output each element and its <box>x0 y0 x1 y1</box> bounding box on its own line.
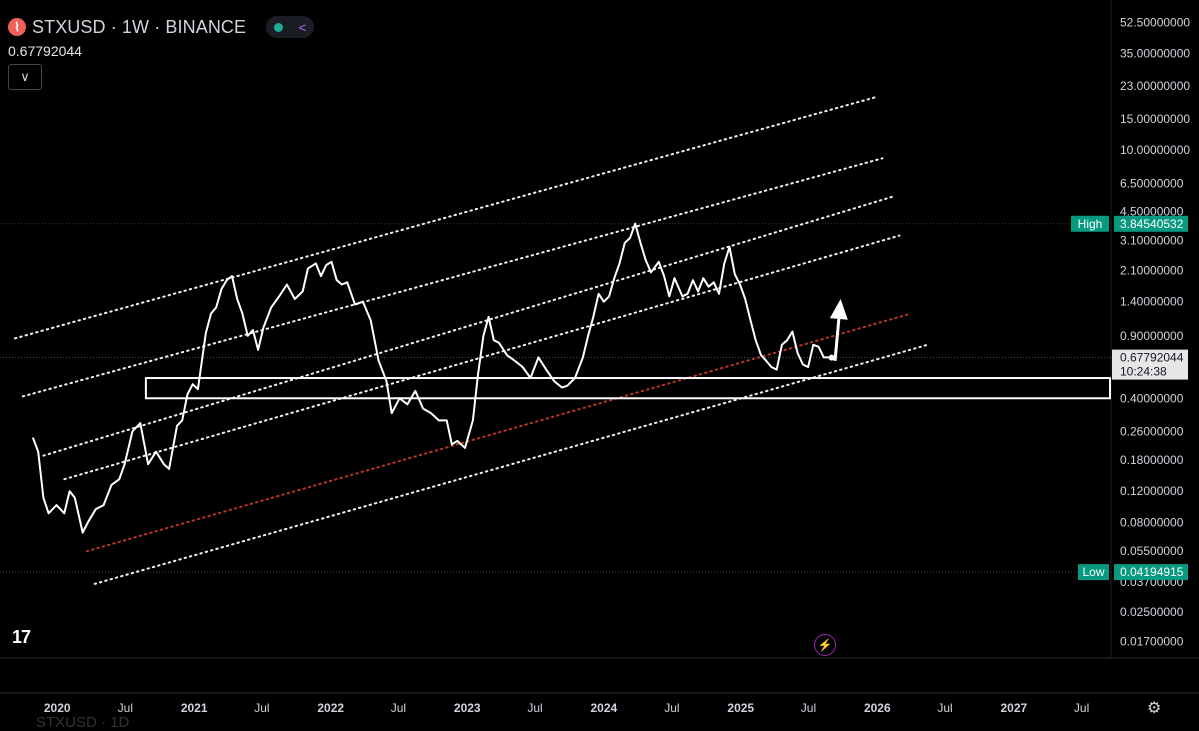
x-tick-label: 2027 <box>1001 701 1028 715</box>
x-tick-label: Jul <box>664 701 679 715</box>
low-value-badge <box>1114 564 1188 581</box>
x-tick-label: Jul <box>254 701 269 715</box>
share-icon[interactable]: < <box>298 19 307 35</box>
x-tick-label: Jul <box>527 701 542 715</box>
channel-line-5 <box>85 312 912 553</box>
x-tick-label: Jul <box>801 701 816 715</box>
y-tick-label: 0.08000000 <box>1120 515 1184 529</box>
channel-line-6 <box>93 343 929 585</box>
tradingview-logo[interactable]: 17 <box>12 627 31 647</box>
channel-line-3 <box>42 195 896 457</box>
y-tick-label: 3.10000000 <box>1120 233 1184 247</box>
last-price-badge-value: 0.67792044 <box>1120 351 1184 365</box>
y-tick-label: 0.90000000 <box>1120 329 1184 343</box>
up-arrow-shaft <box>833 318 841 361</box>
x-tick-label: Jul <box>1074 701 1089 715</box>
axis-labels-layer: 52.50000000 35.00000000 23.00000000 15.0000… <box>44 15 1191 715</box>
symbol-header[interactable]: ⌇ STXUSD · 1W · BINANCE < <box>8 16 315 38</box>
y-tick-label: 23.00000000 <box>1120 79 1190 93</box>
y-tick-label: 0.18000000 <box>1120 453 1184 467</box>
status-pill[interactable]: < <box>266 16 315 38</box>
low-tag-text: Low <box>1082 565 1104 579</box>
price-line-series-1 <box>31 222 829 534</box>
last-price-badge <box>1112 349 1188 380</box>
x-tick-label: 2023 <box>454 701 481 715</box>
legend-collapse-button[interactable]: ∨ <box>8 64 42 90</box>
symbol-title[interactable]: STXUSD · 1W · BINANCE <box>32 16 247 37</box>
y-tick-label: 0.40000000 <box>1120 391 1184 405</box>
high-value-badge <box>1114 215 1188 232</box>
high-tag <box>1071 215 1109 232</box>
up-arrow-head <box>829 298 848 320</box>
channel-lines-layer <box>13 95 929 585</box>
low-tag <box>1078 564 1109 581</box>
background-watermark: STXUSD · 1D <box>36 714 130 731</box>
x-tick-label: 2026 <box>864 701 891 715</box>
market-status-dot-icon <box>273 22 283 32</box>
x-tick-label: 2022 <box>317 701 344 715</box>
y-tick-label: 0.01700000 <box>1120 635 1184 649</box>
x-tick-label: Jul <box>937 701 952 715</box>
x-tick-label: Jul <box>118 701 133 715</box>
x-tick-label: 2025 <box>727 701 754 715</box>
y-tick-label: 0.12000000 <box>1120 484 1184 498</box>
channel-line-2 <box>21 157 884 398</box>
low-value-text: 0.04194915 <box>1120 565 1184 579</box>
gear-icon[interactable]: ⚙ <box>1147 700 1162 717</box>
y-tick-label: 10.00000000 <box>1120 143 1190 157</box>
x-tick-label: 2020 <box>44 701 71 715</box>
y-tick-label: 4.50000000 <box>1120 205 1184 219</box>
x-tick-label: 2021 <box>181 701 208 715</box>
chevron-down-icon: ∨ <box>20 69 30 84</box>
y-tick-label: 6.50000000 <box>1120 176 1184 190</box>
current-price-dot <box>828 354 835 361</box>
y-tick-label: 0.05500000 <box>1120 544 1184 558</box>
support-zone-box <box>144 377 1111 400</box>
stacks-coin-icon: ⌇ <box>8 18 26 36</box>
annotation-layer <box>828 298 848 361</box>
x-tick-label: Jul <box>391 701 406 715</box>
lightning-icon[interactable]: ⚡ <box>814 634 836 656</box>
price-series-layer <box>31 222 829 534</box>
channel-line-4 <box>63 234 901 481</box>
support-zone-layer <box>144 377 1111 400</box>
y-tick-label: 1.40000000 <box>1120 295 1184 309</box>
y-tick-label: 52.50000000 <box>1120 15 1190 29</box>
y-tick-label: 0.02500000 <box>1120 605 1184 619</box>
last-price-countdown: 10:24:38 <box>1120 365 1167 379</box>
last-price-readout: 0.67792044 <box>8 43 82 59</box>
y-tick-label: 0.26000000 <box>1120 424 1184 438</box>
y-tick-label: 2.10000000 <box>1120 263 1184 277</box>
axes-layer <box>0 0 1199 694</box>
y-tick-label: 15.00000000 <box>1120 112 1190 126</box>
channel-line-1 <box>13 95 879 340</box>
x-tick-label: 2024 <box>590 701 617 715</box>
high-value-text: 3.84540532 <box>1120 217 1184 231</box>
y-tick-label: 35.00000000 <box>1120 47 1190 61</box>
high-tag-text: High <box>1078 217 1103 231</box>
